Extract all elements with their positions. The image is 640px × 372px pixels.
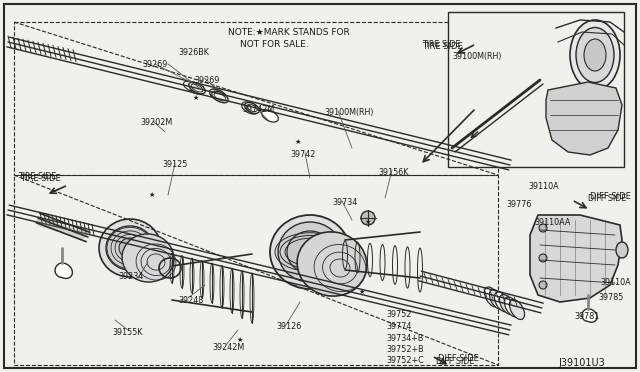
Text: ★: ★ <box>149 192 155 198</box>
Text: 39752: 39752 <box>386 310 412 319</box>
Text: 39234: 39234 <box>118 272 143 281</box>
Text: 39774: 39774 <box>386 322 412 331</box>
Ellipse shape <box>509 299 525 320</box>
Text: NOTE:★MARK STANDS FOR: NOTE:★MARK STANDS FOR <box>228 28 349 37</box>
Ellipse shape <box>189 82 205 94</box>
Ellipse shape <box>99 219 161 277</box>
Ellipse shape <box>244 103 259 113</box>
Ellipse shape <box>212 91 228 103</box>
Ellipse shape <box>495 292 509 312</box>
Text: J39101U3: J39101U3 <box>558 358 605 368</box>
Ellipse shape <box>210 89 227 101</box>
Text: 39776: 39776 <box>506 200 531 209</box>
Text: DIFF SIDE: DIFF SIDE <box>438 354 479 363</box>
Text: 39125: 39125 <box>162 160 188 169</box>
Text: 39100M(RH): 39100M(RH) <box>452 52 502 61</box>
Text: 39742: 39742 <box>290 150 316 159</box>
Text: 39155K: 39155K <box>112 328 143 337</box>
Ellipse shape <box>278 222 342 282</box>
Text: 39752+B: 39752+B <box>386 345 424 354</box>
Ellipse shape <box>499 295 515 314</box>
Ellipse shape <box>119 238 141 258</box>
Ellipse shape <box>247 104 257 112</box>
Text: 39269: 39269 <box>142 60 168 69</box>
Text: DIFF SIDE: DIFF SIDE <box>588 194 627 203</box>
Polygon shape <box>582 309 597 322</box>
Text: DIFF SIDE: DIFF SIDE <box>590 192 631 201</box>
Text: ★: ★ <box>237 337 243 343</box>
Ellipse shape <box>490 289 504 310</box>
Text: TIRE SIDE: TIRE SIDE <box>422 42 463 51</box>
Polygon shape <box>546 82 622 155</box>
Text: TIRE SIDE: TIRE SIDE <box>422 40 461 49</box>
Text: 39742M: 39742M <box>242 105 275 114</box>
Text: ★: ★ <box>193 95 199 101</box>
Ellipse shape <box>539 224 547 232</box>
Bar <box>448 12 624 167</box>
Ellipse shape <box>584 39 606 71</box>
Text: 39156K: 39156K <box>378 168 408 177</box>
Text: 39752+C: 39752+C <box>386 356 424 365</box>
Ellipse shape <box>539 254 547 262</box>
Text: 39100M(RH): 39100M(RH) <box>324 108 374 117</box>
Ellipse shape <box>262 110 278 122</box>
Ellipse shape <box>270 215 350 289</box>
Ellipse shape <box>297 232 367 296</box>
Text: 39110AA: 39110AA <box>534 218 570 227</box>
Text: 39126: 39126 <box>276 322 301 331</box>
Ellipse shape <box>484 287 500 307</box>
Ellipse shape <box>191 84 203 92</box>
Text: ★: ★ <box>359 289 365 295</box>
Text: TIRE SIDE: TIRE SIDE <box>18 172 56 181</box>
Text: 39248: 39248 <box>178 296 204 305</box>
Text: 39269: 39269 <box>194 76 220 85</box>
Ellipse shape <box>504 297 520 317</box>
Text: ★: ★ <box>365 219 371 225</box>
Ellipse shape <box>361 211 375 225</box>
Ellipse shape <box>570 20 620 90</box>
Text: 39734: 39734 <box>332 198 357 207</box>
Polygon shape <box>55 263 72 279</box>
Ellipse shape <box>616 242 628 258</box>
Ellipse shape <box>106 226 154 270</box>
Text: ★: ★ <box>295 139 301 145</box>
Text: 39781: 39781 <box>574 312 599 321</box>
Ellipse shape <box>287 231 333 273</box>
Text: 39110A: 39110A <box>528 182 559 191</box>
Ellipse shape <box>214 93 226 101</box>
Ellipse shape <box>122 234 174 282</box>
Ellipse shape <box>184 81 196 91</box>
Ellipse shape <box>576 28 614 83</box>
Ellipse shape <box>187 82 204 94</box>
Ellipse shape <box>242 102 259 114</box>
Text: 3926BK: 3926BK <box>178 48 209 57</box>
Text: 39110A: 39110A <box>600 278 630 287</box>
Text: 39242M: 39242M <box>212 343 244 352</box>
Text: TIRE SIDE: TIRE SIDE <box>20 174 61 183</box>
Text: 39785: 39785 <box>598 293 623 302</box>
Ellipse shape <box>539 281 547 289</box>
Text: NOT FOR SALE.: NOT FOR SALE. <box>240 40 308 49</box>
Polygon shape <box>530 215 622 302</box>
Text: 39202M: 39202M <box>140 118 172 127</box>
Text: DIFF SIDE: DIFF SIDE <box>436 357 474 366</box>
Ellipse shape <box>209 89 223 99</box>
Text: 39734+B: 39734+B <box>386 334 424 343</box>
